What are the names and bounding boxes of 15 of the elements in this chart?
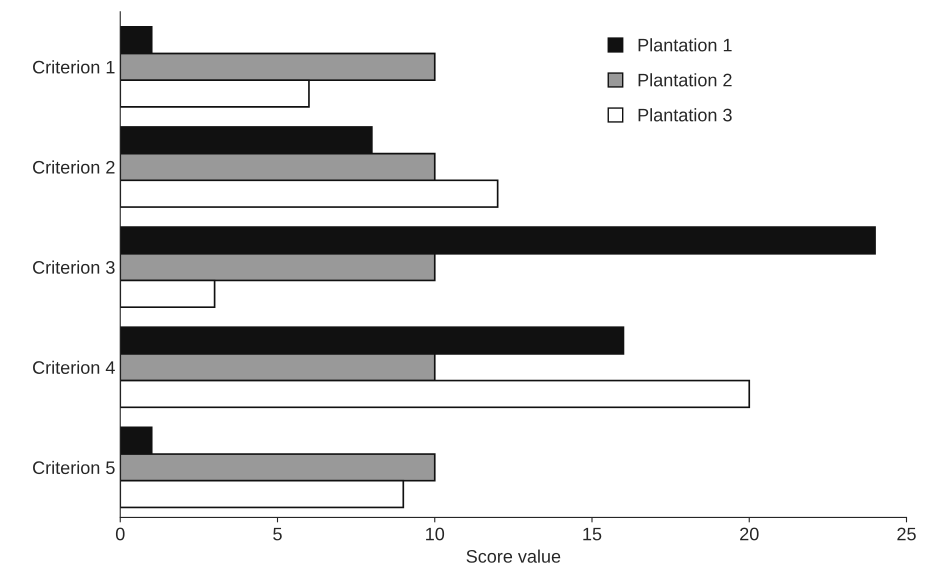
x-tick-label: 0 (116, 528, 125, 540)
x-tick-label: 25 (897, 528, 916, 540)
y-tick-label: Criterion 5 (33, 460, 115, 474)
legend-label: Plantation 3 (638, 108, 732, 122)
x-tick-label: 10 (426, 528, 444, 540)
y-tick-label: Criterion 2 (33, 160, 114, 174)
y-tick-label: Criterion 1 (33, 60, 115, 74)
x-tick-label: 15 (583, 528, 602, 540)
legend-label: Plantation 2 (638, 73, 732, 86)
x-tick-label: 5 (273, 528, 282, 540)
x-tick-label: 20 (740, 528, 759, 540)
y-tick-label: Criterion 4 (33, 360, 115, 374)
y-tick-label: Criterion 3 (33, 260, 115, 274)
legend-label: Plantation 1 (638, 38, 732, 52)
x-axis-title: Score value (466, 550, 560, 563)
